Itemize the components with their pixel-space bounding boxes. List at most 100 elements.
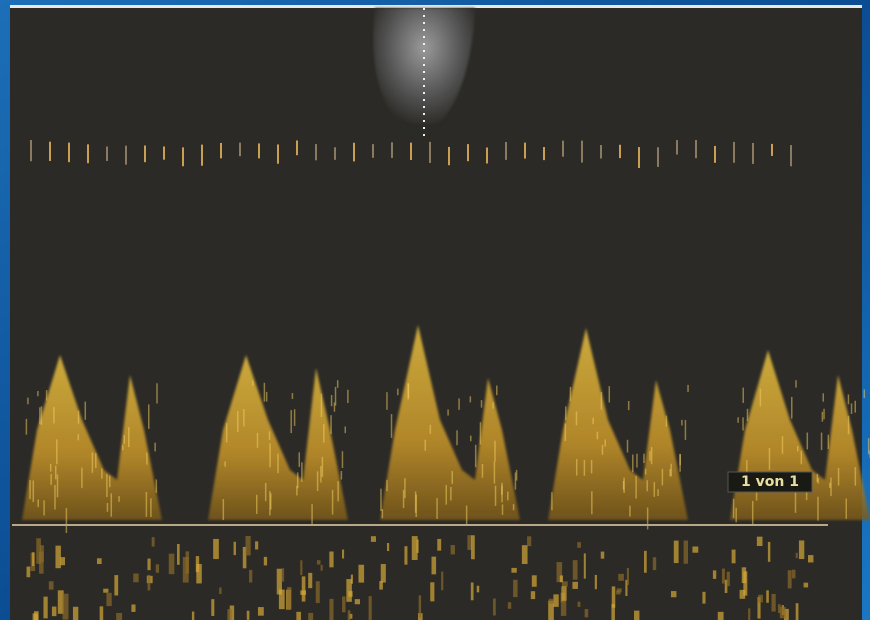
spectral-streak: [299, 452, 301, 467]
spectral-streak: [576, 459, 578, 476]
spectral-streak: [735, 508, 737, 523]
spectral-streak: [407, 383, 409, 400]
speckle: [527, 536, 531, 546]
speckle: [277, 569, 282, 595]
spectral-streak: [382, 509, 384, 518]
spectral-streak: [403, 490, 405, 508]
spectral-streak: [101, 468, 103, 478]
spectral-streak: [66, 508, 68, 533]
speckle: [106, 593, 111, 606]
frame-label: 1 von 1: [741, 474, 799, 490]
spectral-streak: [397, 389, 399, 396]
spectral-streak: [294, 409, 296, 426]
spectral-streak: [466, 505, 468, 525]
speckle: [131, 604, 135, 611]
speckle: [177, 544, 180, 565]
speckle: [437, 539, 441, 551]
speckle: [196, 556, 199, 572]
spectral-streak: [29, 480, 31, 499]
tick: [752, 143, 754, 164]
speckle: [73, 607, 78, 620]
speckle: [211, 599, 214, 616]
spectral-streak: [601, 392, 603, 410]
spectral-streak: [492, 402, 494, 408]
spectral-streak: [602, 445, 604, 455]
speckle: [748, 608, 750, 620]
speckle: [578, 602, 581, 607]
speckle: [653, 557, 656, 570]
spectral-streak: [296, 486, 298, 496]
speckle: [348, 610, 351, 620]
spectral-streak: [797, 446, 799, 451]
spectral-streak: [782, 436, 784, 454]
spectral-streak: [50, 474, 52, 485]
tick: [467, 144, 469, 161]
spectral-streak: [54, 485, 56, 509]
speckle: [52, 607, 56, 617]
tick: [410, 143, 412, 160]
panel-edge: [10, 5, 862, 8]
spectral-streak: [494, 462, 496, 484]
spectral-streak: [496, 386, 498, 396]
tick: [581, 141, 583, 163]
spectral-streak: [481, 400, 483, 408]
spectral-streak: [495, 486, 497, 506]
spectral-streak: [37, 499, 39, 507]
spectral-streak: [290, 410, 292, 433]
speckle: [247, 611, 250, 620]
speckle: [780, 607, 786, 618]
spectral-streak: [752, 501, 754, 526]
spectral-streak: [446, 485, 448, 505]
spectral-streak: [43, 500, 45, 515]
spectral-streak: [823, 409, 825, 419]
spectral-streak: [37, 391, 39, 396]
speckle: [147, 559, 150, 571]
speckle: [758, 595, 763, 603]
spectral-streak: [92, 452, 94, 472]
spectral-streak: [828, 435, 830, 449]
spectral-streak: [78, 434, 80, 440]
spectral-streak: [85, 402, 87, 420]
spectral-streak: [337, 380, 339, 388]
tick: [676, 140, 678, 154]
speckle: [477, 586, 480, 593]
speckle: [49, 581, 54, 589]
spectral-streak: [146, 492, 148, 517]
tick: [638, 147, 640, 168]
spectral-streak: [576, 411, 578, 425]
spectral-streak: [838, 468, 840, 486]
speckle: [32, 552, 34, 566]
tick: [68, 143, 70, 163]
speckle: [743, 571, 747, 595]
ultrasound-screenshot: 1 von 1: [0, 0, 870, 620]
spectral-streak: [821, 433, 823, 451]
spectral-streak: [53, 407, 55, 423]
speckle: [702, 592, 705, 604]
spectral-streak: [292, 393, 294, 399]
tick: [619, 145, 621, 158]
spectral-streak: [609, 386, 611, 402]
tick: [49, 142, 51, 161]
spectral-streak: [645, 469, 647, 475]
spectral-streak: [266, 392, 268, 402]
spectral-streak: [111, 493, 113, 516]
spectral-streak: [269, 443, 271, 467]
spectral-streak: [801, 451, 803, 465]
speckle: [513, 580, 518, 597]
spectral-streak: [565, 423, 567, 441]
speckle: [60, 557, 65, 565]
speckle: [577, 542, 581, 548]
spectral-streak: [817, 474, 819, 482]
speckle: [718, 612, 724, 620]
speckle: [371, 536, 376, 542]
spectral-streak: [823, 393, 825, 401]
speckle: [612, 586, 616, 607]
speckle: [601, 552, 604, 559]
spectral-streak: [81, 468, 83, 488]
spectral-streak: [597, 432, 599, 440]
spectral-streak: [584, 460, 586, 476]
spectral-streak: [425, 440, 427, 451]
speckle: [508, 602, 511, 609]
spectral-streak: [345, 427, 347, 434]
spectral-streak: [256, 495, 258, 514]
